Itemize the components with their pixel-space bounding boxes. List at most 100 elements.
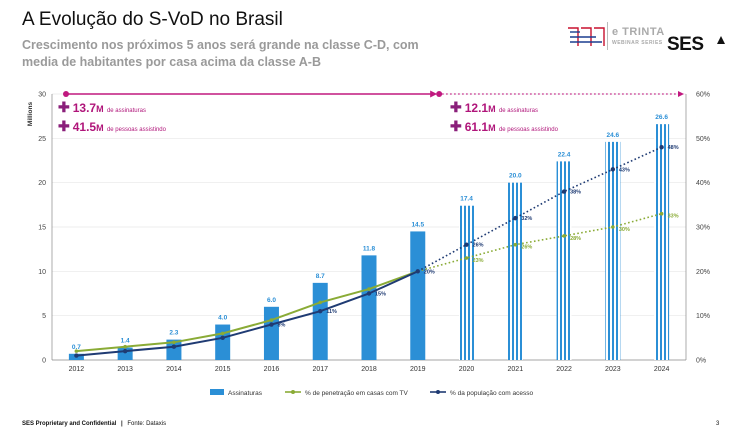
point-label: 38% bbox=[570, 190, 581, 196]
timeline-dot bbox=[63, 91, 69, 97]
brand-separator bbox=[607, 22, 608, 50]
bar bbox=[556, 161, 572, 360]
y2-tick-label: 10% bbox=[696, 313, 710, 320]
series-point bbox=[367, 287, 371, 291]
legend-label: Assinaturas bbox=[228, 390, 263, 397]
brand-text: e TRINTA bbox=[612, 26, 665, 38]
point-label: 15% bbox=[375, 292, 386, 298]
series-point bbox=[464, 242, 469, 247]
x-tick-label: 2018 bbox=[361, 366, 377, 373]
series-line bbox=[76, 270, 419, 353]
brand-flag-icon bbox=[566, 24, 608, 50]
series-point bbox=[611, 225, 615, 229]
callout-value: 12.1 bbox=[464, 101, 489, 115]
y-tick-label: 5 bbox=[42, 313, 46, 320]
point-label: 30% bbox=[619, 227, 630, 233]
point-label: 11% bbox=[326, 309, 337, 315]
bar-value-label: 8.7 bbox=[316, 273, 325, 280]
series-line-forecast bbox=[417, 212, 662, 273]
x-tick-label: 2014 bbox=[166, 366, 182, 373]
callout-unit: M bbox=[488, 104, 496, 114]
series-point bbox=[318, 300, 323, 305]
callout-label: de pessoas assistindo bbox=[498, 127, 558, 133]
bar bbox=[410, 231, 426, 360]
timeline-arrow bbox=[678, 91, 684, 97]
plus-icon: ✚ bbox=[450, 118, 462, 134]
bar-value-label: 2.3 bbox=[169, 330, 178, 337]
callout-left-subs: ✚ 13.7M de assinaturas bbox=[58, 99, 146, 116]
series-point bbox=[122, 348, 128, 354]
series-point bbox=[74, 349, 79, 353]
footer-source: Fonte: Dataxis bbox=[127, 421, 167, 427]
y-tick-label: 30 bbox=[38, 92, 46, 99]
bar-value-label: 6.0 bbox=[267, 297, 276, 304]
y-tick-label: 0 bbox=[42, 358, 46, 365]
callout-value: 61.1 bbox=[464, 120, 489, 134]
x-tick-label: 2020 bbox=[459, 366, 475, 373]
series-point bbox=[415, 269, 420, 274]
callout-right-viewers: ✚ 61.1M de pessoas assistindo bbox=[450, 118, 558, 135]
y-tick-label: 20 bbox=[38, 180, 46, 187]
footer-confidential: SES Proprietary and Confidential bbox=[22, 421, 117, 427]
callout-value: 41.5 bbox=[72, 120, 97, 134]
point-label: 20% bbox=[424, 269, 435, 275]
series-point bbox=[172, 340, 176, 345]
bar bbox=[605, 141, 621, 360]
series-point bbox=[659, 145, 664, 150]
callout-unit: M bbox=[488, 123, 496, 133]
bar bbox=[654, 124, 670, 360]
series-point bbox=[220, 331, 225, 336]
y2-tick-label: 40% bbox=[696, 180, 710, 187]
series-point bbox=[513, 215, 518, 221]
ses-logo: SES bbox=[667, 34, 704, 55]
callout-unit: M bbox=[96, 104, 104, 114]
y-tick-label: 25 bbox=[38, 136, 46, 143]
bar-value-label: 14.5 bbox=[411, 221, 424, 228]
bar-value-label: 20.0 bbox=[509, 173, 522, 180]
legend-marker bbox=[291, 390, 295, 394]
series-point bbox=[561, 189, 567, 194]
series-point bbox=[562, 234, 566, 238]
bar-value-label: 1.4 bbox=[121, 338, 130, 345]
footer-separator: | bbox=[121, 421, 123, 427]
callout-unit: M bbox=[96, 123, 104, 133]
brand-subtext: WEBINAR SERIES bbox=[612, 40, 663, 46]
timeline-dot bbox=[436, 91, 443, 97]
series-point bbox=[318, 309, 323, 314]
y2-tick-label: 30% bbox=[696, 225, 710, 232]
x-tick-label: 2013 bbox=[117, 366, 133, 373]
bar-value-label: 26.6 bbox=[655, 114, 668, 121]
bar bbox=[459, 205, 475, 360]
series-point bbox=[610, 167, 616, 172]
callout-label: de assinaturas bbox=[498, 108, 538, 114]
bar-value-label: 11.8 bbox=[363, 245, 376, 252]
y2-tick-label: 60% bbox=[696, 92, 710, 99]
bar-value-label: 0.7 bbox=[72, 344, 81, 351]
plus-icon: ✚ bbox=[58, 99, 70, 115]
legend-marker bbox=[436, 390, 440, 394]
callout-label: de pessoas assistindo bbox=[106, 127, 166, 133]
series-point bbox=[659, 211, 664, 216]
point-label: 48% bbox=[668, 145, 679, 151]
x-tick-label: 2015 bbox=[215, 366, 231, 373]
plus-icon: ✚ bbox=[450, 99, 462, 115]
chart: 0 5 10 15 20 25 30 0% 10% 20% 30% 40% 50% 60% Millions… bbox=[27, 90, 710, 397]
point-label: 26% bbox=[473, 243, 484, 249]
timeline-arrow bbox=[430, 90, 438, 98]
ses-logo-triangle-icon bbox=[717, 36, 725, 44]
legend-label: % de penetração em casas com TV bbox=[305, 390, 409, 397]
x-tick-label: 2021 bbox=[508, 366, 524, 373]
point-label: 33% bbox=[668, 214, 679, 220]
callout-right-subs: ✚ 12.1M de assinaturas bbox=[450, 99, 538, 116]
bar bbox=[166, 339, 182, 360]
page-subtitle: Crescimento nos próximos 5 anos será gra… bbox=[22, 38, 419, 69]
point-label: 26% bbox=[521, 245, 532, 251]
bar bbox=[507, 182, 523, 360]
x-tick-label: 2023 bbox=[605, 366, 621, 373]
point-label: 28% bbox=[570, 236, 581, 242]
series-point bbox=[464, 256, 469, 260]
y2-tick-label: 50% bbox=[696, 136, 710, 143]
x-tick-label: 2019 bbox=[410, 366, 426, 373]
y-axis-label: Millions bbox=[27, 102, 34, 127]
series-line-forecast bbox=[417, 146, 662, 273]
